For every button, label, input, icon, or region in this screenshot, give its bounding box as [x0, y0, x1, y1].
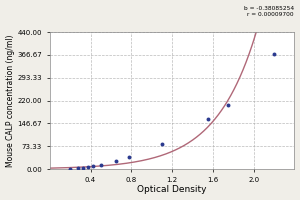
Point [68, 167, 73, 171]
Point [81, 166, 86, 169]
Point [90, 165, 95, 168]
Text: b = -0.38085254
r = 0.00009700: b = -0.38085254 r = 0.00009700 [244, 6, 294, 17]
X-axis label: Optical Density: Optical Density [137, 185, 207, 194]
Point [76, 167, 81, 170]
Point [226, 104, 231, 107]
Point [86, 166, 91, 169]
Point [98, 163, 103, 166]
Point [127, 156, 132, 159]
Point [160, 143, 164, 146]
Point [206, 118, 210, 121]
Point [272, 52, 277, 55]
Y-axis label: Mouse CALP concentration (ng/ml): Mouse CALP concentration (ng/ml) [6, 34, 15, 167]
Point [114, 160, 118, 163]
